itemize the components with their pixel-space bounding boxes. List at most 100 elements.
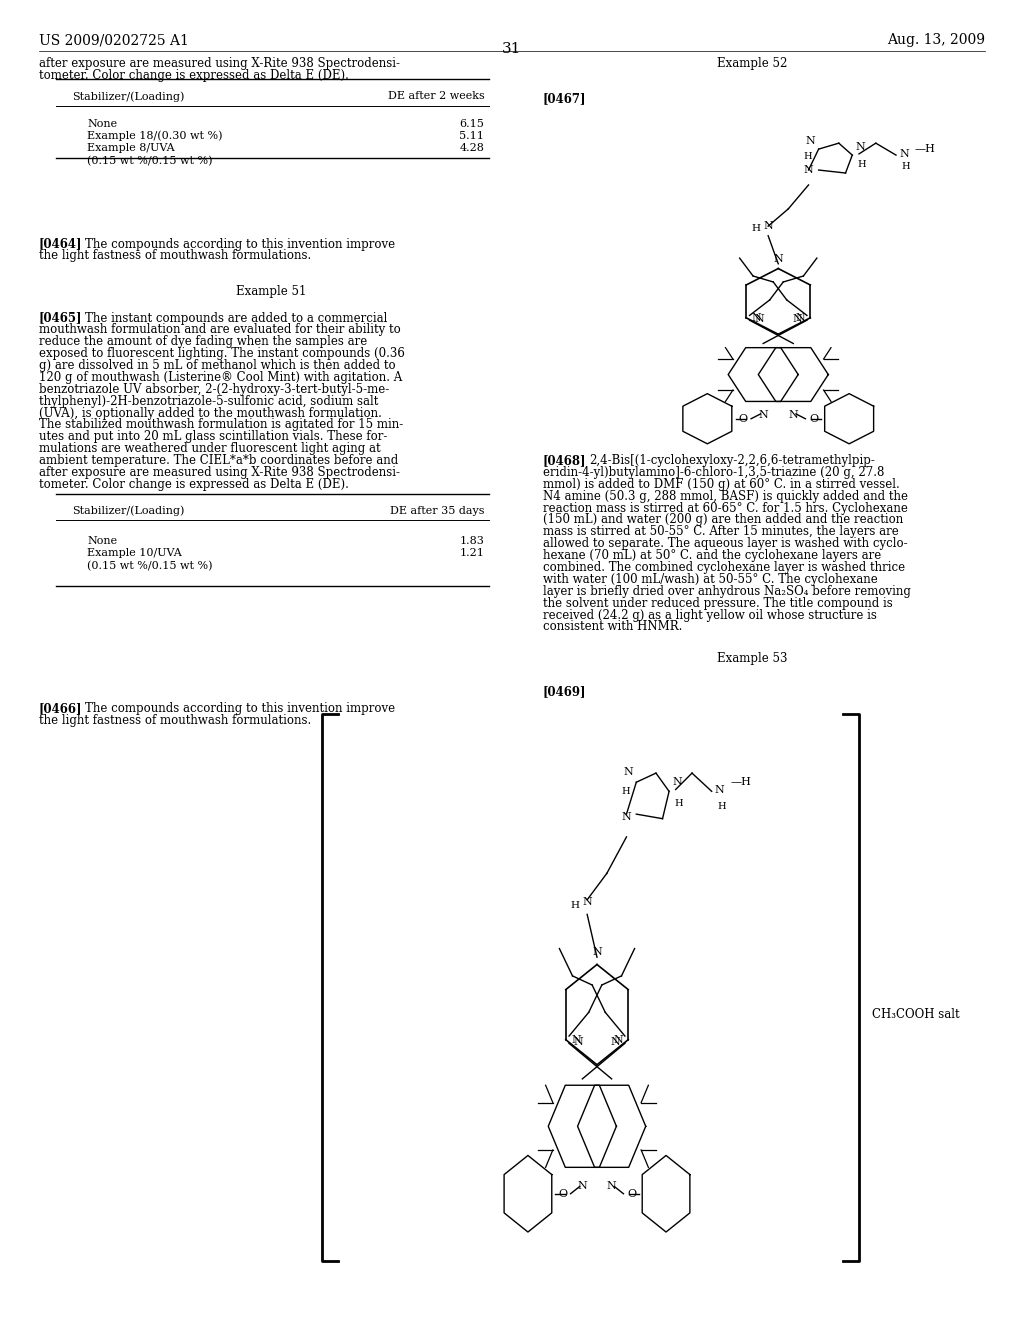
Text: N: N [804,165,813,176]
Text: The compounds according to this invention improve: The compounds according to this inventio… [85,238,395,251]
Text: the light fastness of mouthwash formulations.: the light fastness of mouthwash formulat… [39,714,311,727]
Text: DE after 35 days: DE after 35 days [390,506,484,516]
Text: N: N [899,149,909,158]
Text: N: N [573,1036,584,1047]
Text: H: H [751,223,760,232]
Text: Aug. 13, 2009: Aug. 13, 2009 [887,33,985,48]
Text: Stabilizer/(Loading): Stabilizer/(Loading) [72,506,184,516]
Text: reaction mass is stirred at 60-65° C. for 1.5 hrs. Cyclohexane: reaction mass is stirred at 60-65° C. fo… [543,502,907,515]
Text: DE after 2 weeks: DE after 2 weeks [388,91,484,102]
Text: N: N [856,143,865,152]
Text: the light fastness of mouthwash formulations.: the light fastness of mouthwash formulat… [39,249,311,263]
Text: CH₃COOH salt: CH₃COOH salt [872,1008,959,1022]
Text: N: N [715,784,725,795]
Text: reduce the amount of dye fading when the samples are: reduce the amount of dye fading when the… [39,335,368,348]
Text: 2,4-Bis[(1-cyclohexyloxy-2,2,6,6-tetramethylpip-: 2,4-Bis[(1-cyclohexyloxy-2,2,6,6-tetrame… [589,454,874,467]
Text: None: None [87,536,117,546]
Text: H: H [858,160,866,169]
Text: received (24.2 g) as a light yellow oil whose structure is: received (24.2 g) as a light yellow oil … [543,609,877,622]
Text: N: N [788,411,798,420]
Text: Example 10/UVA: Example 10/UVA [87,548,182,558]
Text: N: N [610,1036,621,1047]
Text: [0468]: [0468] [543,454,586,467]
Text: N: N [613,1035,623,1044]
Text: thylphenyl)-2H-benzotriazole-5-sulfonic acid, sodium salt: thylphenyl)-2H-benzotriazole-5-sulfonic … [39,395,378,408]
Text: N: N [583,898,592,907]
Text: H: H [570,900,580,909]
Text: with water (100 mL/wash) at 50-55° C. The cyclohexane: with water (100 mL/wash) at 50-55° C. Th… [543,573,878,586]
Text: None: None [87,119,117,129]
Text: mulations are weathered under fluorescent light aging at: mulations are weathered under fluorescen… [39,442,381,455]
Text: (150 mL) and water (200 g) are then added and the reaction: (150 mL) and water (200 g) are then adde… [543,513,903,527]
Text: Example 8/UVA: Example 8/UVA [87,143,175,153]
Text: O: O [809,413,818,424]
Text: N: N [806,136,815,145]
Text: [0465]: [0465] [39,312,82,325]
Text: —H: —H [914,144,936,154]
Text: eridin-4-yl)butylamino]-6-chloro-1,3,5-triazine (20 g, 27.8: eridin-4-yl)butylamino]-6-chloro-1,3,5-t… [543,466,884,479]
Text: —H: —H [730,777,751,787]
Text: (UVA), is optionally added to the mouthwash formulation.: (UVA), is optionally added to the mouthw… [39,407,382,420]
Text: N: N [759,411,768,420]
Text: O: O [628,1189,637,1199]
Text: N: N [578,1181,587,1191]
Text: [0467]: [0467] [543,92,586,106]
Text: Example 53: Example 53 [718,652,787,665]
Text: N: N [622,812,632,822]
Text: 5.11: 5.11 [460,131,484,141]
Text: [0464]: [0464] [39,238,82,251]
Text: 1.83: 1.83 [460,536,484,546]
Text: 4.28: 4.28 [460,143,484,153]
Text: H: H [803,152,812,161]
Text: [0469]: [0469] [543,685,586,698]
Text: N: N [755,314,764,323]
Text: N: N [624,767,633,776]
Text: allowed to separate. The aqueous layer is washed with cyclo-: allowed to separate. The aqueous layer i… [543,537,907,550]
Text: tometer. Color change is expressed as Delta E (DE).: tometer. Color change is expressed as De… [39,69,349,82]
Text: hexane (70 mL) at 50° C. and the cyclohexane layers are: hexane (70 mL) at 50° C. and the cyclohe… [543,549,881,562]
Text: g) are dissolved in 5 mL of methanol which is then added to: g) are dissolved in 5 mL of methanol whi… [39,359,395,372]
Text: N: N [763,220,773,231]
Text: Example 51: Example 51 [237,285,306,298]
Text: Stabilizer/(Loading): Stabilizer/(Loading) [72,91,184,102]
Text: 6.15: 6.15 [460,119,484,129]
Text: The stabilized mouthwash formulation is agitated for 15 min-: The stabilized mouthwash formulation is … [39,418,403,432]
Text: exposed to fluorescent lighting. The instant compounds (0.36: exposed to fluorescent lighting. The ins… [39,347,404,360]
Text: H: H [675,799,683,808]
Text: ambient temperature. The CIEL*a*b coordinates before and: ambient temperature. The CIEL*a*b coordi… [39,454,398,467]
Text: mass is stirred at 50-55° C. After 15 minutes, the layers are: mass is stirred at 50-55° C. After 15 mi… [543,525,898,539]
Text: N: N [673,776,682,787]
Text: H: H [717,803,726,812]
Text: H: H [622,787,630,796]
Text: tometer. Color change is expressed as Delta E (DE).: tometer. Color change is expressed as De… [39,478,349,491]
Text: US 2009/0202725 A1: US 2009/0202725 A1 [39,33,188,48]
Text: The instant compounds are added to a commercial: The instant compounds are added to a com… [85,312,387,325]
Text: Example 18/(0.30 wt %): Example 18/(0.30 wt %) [87,131,222,141]
Text: N: N [793,314,802,323]
Text: after exposure are measured using X-Rite 938 Spectrodensi-: after exposure are measured using X-Rite… [39,57,400,70]
Text: utes and put into 20 mL glass scintillation vials. These for-: utes and put into 20 mL glass scintillat… [39,430,387,444]
Text: (0.15 wt %/0.15 wt %): (0.15 wt %/0.15 wt %) [87,156,213,166]
Text: N: N [796,313,805,323]
Text: N: N [607,1181,616,1191]
Text: H: H [902,162,910,172]
Text: 1.21: 1.21 [460,548,484,558]
Text: N: N [571,1035,581,1044]
Text: [0466]: [0466] [39,702,82,715]
Text: the solvent under reduced pressure. The title compound is: the solvent under reduced pressure. The … [543,597,893,610]
Text: N4 amine (50.3 g, 288 mmol, BASF) is quickly added and the: N4 amine (50.3 g, 288 mmol, BASF) is qui… [543,490,907,503]
Text: mmol) is added to DMF (150 g) at 60° C. in a stirred vessel.: mmol) is added to DMF (150 g) at 60° C. … [543,478,899,491]
Text: 120 g of mouthwash (Listerine® Cool Mint) with agitation. A: 120 g of mouthwash (Listerine® Cool Mint… [39,371,402,384]
Text: layer is briefly dried over anhydrous Na₂SO₄ before removing: layer is briefly dried over anhydrous Na… [543,585,910,598]
Text: N: N [773,253,783,264]
Text: Example 52: Example 52 [718,57,787,70]
Text: after exposure are measured using X-Rite 938 Spectrodensi-: after exposure are measured using X-Rite… [39,466,400,479]
Text: (0.15 wt %/0.15 wt %): (0.15 wt %/0.15 wt %) [87,561,213,572]
Text: combined. The combined cyclohexane layer is washed thrice: combined. The combined cyclohexane layer… [543,561,905,574]
Text: N: N [752,313,761,323]
Text: benzotriazole UV absorber, 2-(2-hydroxy-3-tert-butyl-5-me-: benzotriazole UV absorber, 2-(2-hydroxy-… [39,383,389,396]
Text: 31: 31 [503,42,521,57]
Text: consistent with HNMR.: consistent with HNMR. [543,620,682,634]
Text: The compounds according to this invention improve: The compounds according to this inventio… [85,702,395,715]
Text: O: O [558,1189,567,1199]
